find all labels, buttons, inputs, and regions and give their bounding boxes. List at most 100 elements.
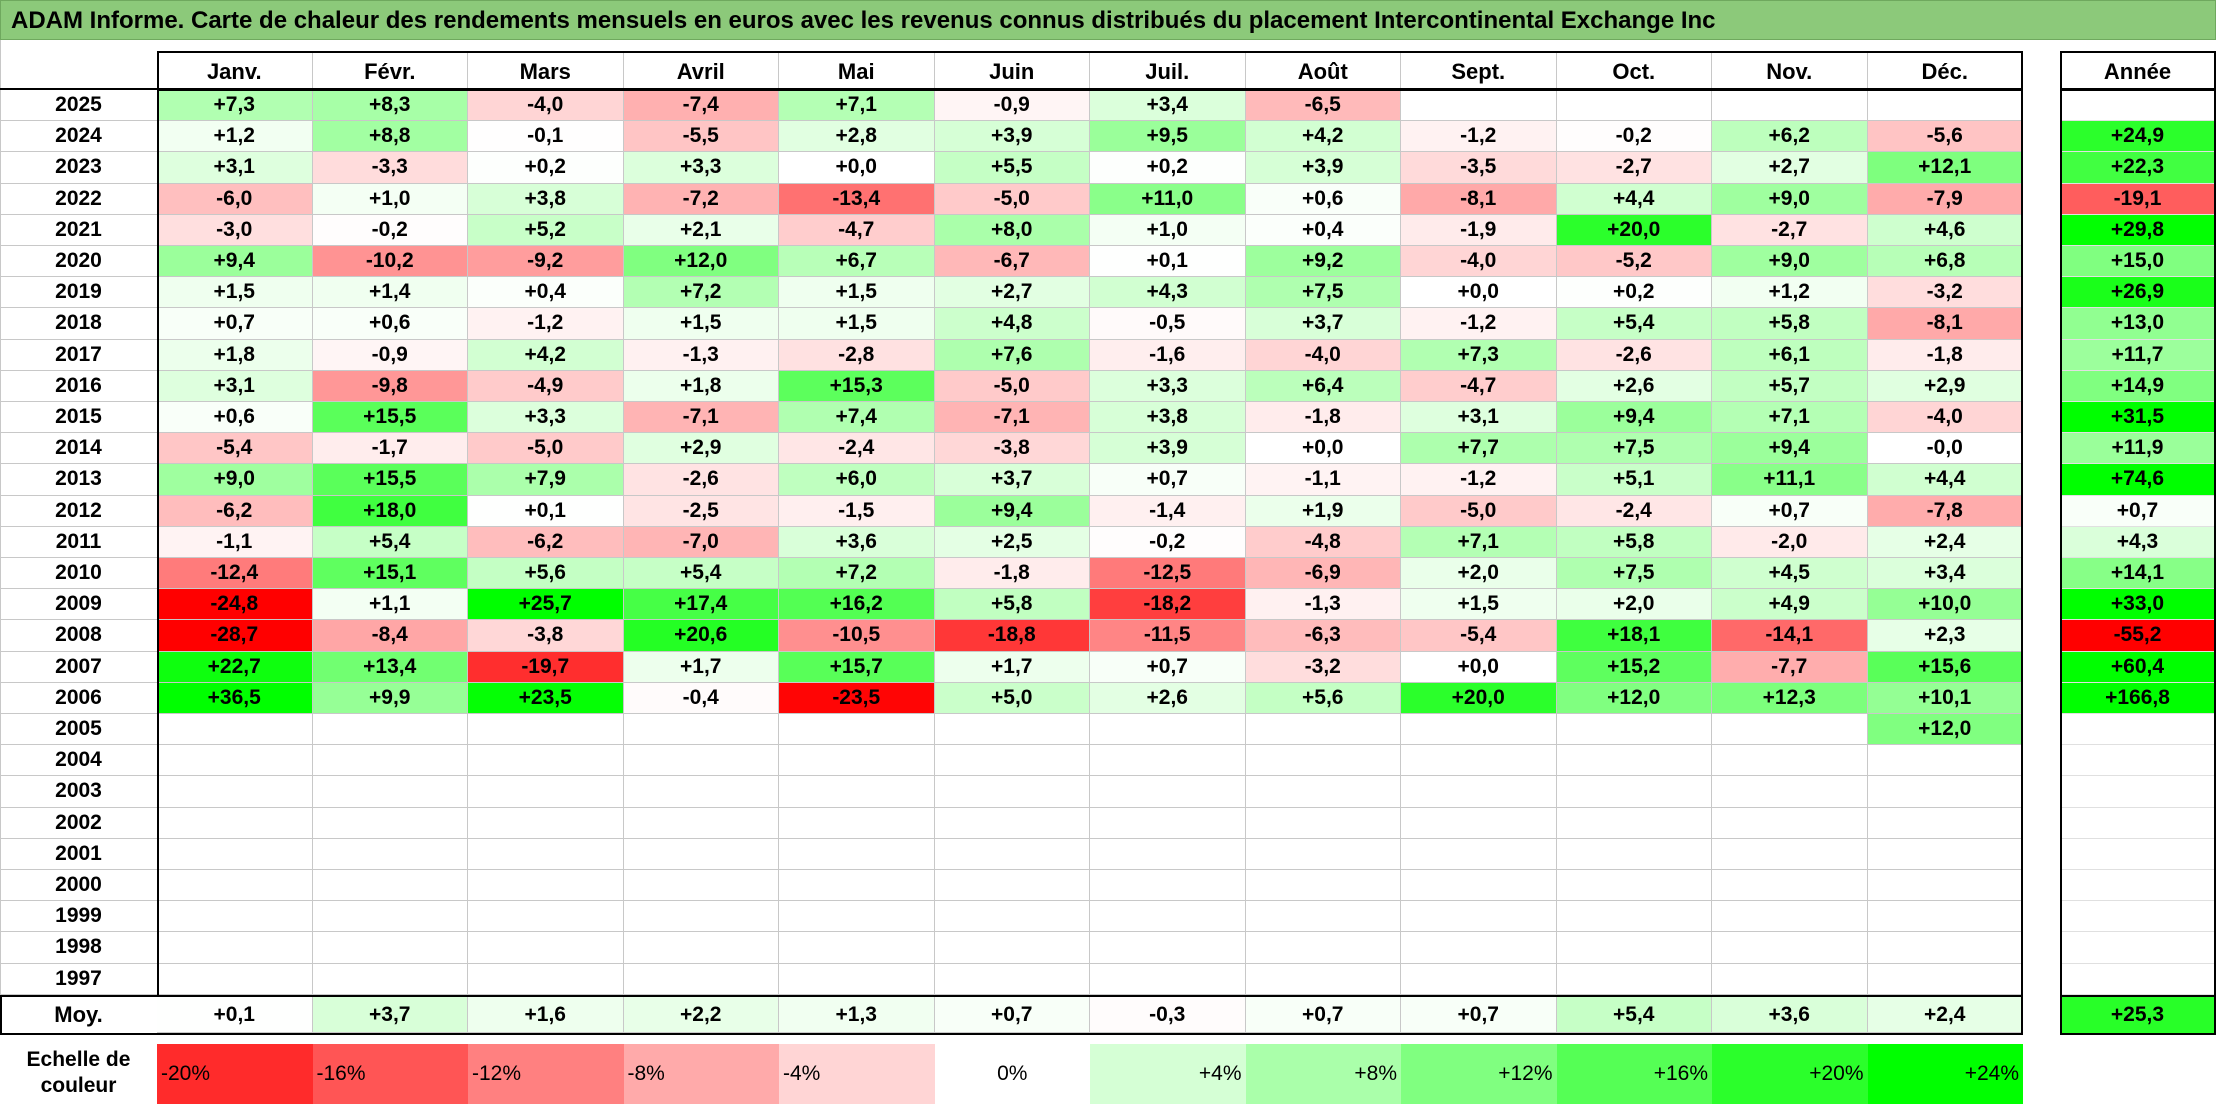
- color-scale-step: +4%: [1090, 1044, 1246, 1104]
- heatmap-cell: -28,7: [157, 620, 313, 652]
- annual-cell: +24,9: [2061, 121, 2214, 153]
- heatmap-cell: -19,7: [468, 651, 624, 683]
- average-cell: +2,2: [623, 997, 779, 1033]
- heatmap-cell: +9,4: [1556, 402, 1712, 434]
- heatmap-cell: +2,0: [1401, 558, 1557, 590]
- heatmap-cell: +0,0: [1401, 651, 1557, 683]
- heatmap-cell: -5,0: [934, 370, 1090, 402]
- month-header: Févr.: [312, 53, 468, 90]
- heatmap-cell: [1556, 838, 1712, 870]
- annual-cell: +15,0: [2061, 246, 2214, 278]
- heatmap-cell: +5,8: [1556, 526, 1712, 558]
- heatmap-cell: [312, 932, 468, 964]
- heatmap-cell: +1,7: [934, 651, 1090, 683]
- heatmap-cell: +8,3: [312, 90, 468, 122]
- annual-cell: +11,9: [2061, 433, 2214, 465]
- average-cell: +3,7: [312, 997, 468, 1033]
- heatmap-cell: +2,7: [934, 277, 1090, 309]
- heatmap-cell: +0,2: [468, 152, 624, 184]
- heatmap-cell: -0,2: [1556, 121, 1712, 153]
- year-label: 2011: [0, 526, 157, 558]
- heatmap-cell: [1090, 963, 1246, 995]
- heatmap-cell: +3,9: [1245, 152, 1401, 184]
- heatmap-cell: +12,0: [623, 246, 779, 278]
- heatmap-cell: +3,1: [157, 152, 313, 184]
- year-label: 2018: [0, 308, 157, 340]
- heatmap-cell: [1090, 745, 1246, 777]
- heatmap-cell: +7,5: [1556, 558, 1712, 590]
- month-header: Avril: [623, 53, 779, 90]
- average-cell: +2,4: [1867, 997, 2023, 1033]
- year-label: 2022: [0, 183, 157, 215]
- heatmap-cell: -5,0: [1401, 495, 1557, 527]
- heatmap-cell: [1090, 838, 1246, 870]
- heatmap-cell: +15,2: [1556, 651, 1712, 683]
- heatmap-cell: [468, 807, 624, 839]
- heatmap-cell: +5,8: [934, 589, 1090, 621]
- heatmap-cell: [779, 807, 935, 839]
- heatmap-cell: [1712, 870, 1868, 902]
- heatmap-cell: -9,2: [468, 246, 624, 278]
- heatmap-cell: [1712, 776, 1868, 808]
- heatmap-cell: +2,0: [1556, 589, 1712, 621]
- year-label: 2019: [0, 277, 157, 309]
- heatmap-cell: [1867, 807, 2023, 839]
- heatmap-cell: [623, 932, 779, 964]
- year-label: 2003: [0, 776, 157, 808]
- heatmap-cell: +12,0: [1556, 682, 1712, 714]
- year-label: 2005: [0, 714, 157, 746]
- heatmap-cell: [779, 870, 935, 902]
- heatmap-cell: [312, 714, 468, 746]
- heatmap-cell: +3,1: [157, 370, 313, 402]
- heatmap-cell: [934, 745, 1090, 777]
- heatmap-cell: [623, 776, 779, 808]
- heatmap-cell: [1245, 870, 1401, 902]
- heatmap-cell: +18,1: [1556, 620, 1712, 652]
- heatmap-cell: -2,6: [623, 464, 779, 496]
- color-scale-step: -20%: [157, 1044, 313, 1104]
- heatmap-cell: +0,7: [157, 308, 313, 340]
- heatmap-cell: -2,5: [623, 495, 779, 527]
- heatmap-cell: +5,4: [312, 526, 468, 558]
- annual-cell: [2061, 90, 2214, 122]
- heatmap-cell: +3,7: [934, 464, 1090, 496]
- heatmap-cell: -1,5: [779, 495, 935, 527]
- heatmap-cell: +15,6: [1867, 651, 2023, 683]
- year-label: 2009: [0, 589, 157, 621]
- heatmap-cell: -5,4: [1401, 620, 1557, 652]
- average-annual-cell: +25,3: [2061, 997, 2214, 1033]
- heatmap-cell: [934, 714, 1090, 746]
- heatmap-cell: +1,8: [157, 339, 313, 371]
- heatmap-cell: +1,5: [1401, 589, 1557, 621]
- heatmap-cell: +6,7: [779, 246, 935, 278]
- heatmap-cell: [1245, 838, 1401, 870]
- average-cell: +1,6: [468, 997, 624, 1033]
- heatmap-cell: [157, 714, 313, 746]
- heatmap-cell: +9,0: [1712, 246, 1868, 278]
- color-scale-step: +8%: [1245, 1044, 1401, 1104]
- average-cell: +1,3: [779, 997, 935, 1033]
- heatmap-cell: +0,6: [157, 402, 313, 434]
- heatmap-cell: [157, 932, 313, 964]
- heatmap-cell: +0,6: [312, 308, 468, 340]
- year-label: 2016: [0, 370, 157, 402]
- heatmap-cell: -14,1: [1712, 620, 1868, 652]
- annual-cell: -55,2: [2061, 620, 2214, 652]
- heatmap-cell: +11,1: [1712, 464, 1868, 496]
- average-cell: -0,3: [1090, 997, 1246, 1033]
- heatmap-cell: -5,0: [468, 433, 624, 465]
- heatmap-cell: +0,1: [1090, 246, 1246, 278]
- heatmap-cell: +20,0: [1401, 682, 1557, 714]
- heatmap-cell: -18,2: [1090, 589, 1246, 621]
- heatmap-cell: +3,3: [1090, 370, 1246, 402]
- heatmap-cell: +2,5: [934, 526, 1090, 558]
- year-label: 2021: [0, 214, 157, 246]
- heatmap-cell: [468, 714, 624, 746]
- color-scale-step: +20%: [1712, 1044, 1868, 1104]
- heatmap-cell: -4,0: [1401, 246, 1557, 278]
- color-scale-step: +24%: [1867, 1044, 2023, 1104]
- year-label: 2007: [0, 651, 157, 683]
- heatmap-cell: [1712, 901, 1868, 933]
- year-label: 2010: [0, 558, 157, 590]
- heatmap-cell: [157, 776, 313, 808]
